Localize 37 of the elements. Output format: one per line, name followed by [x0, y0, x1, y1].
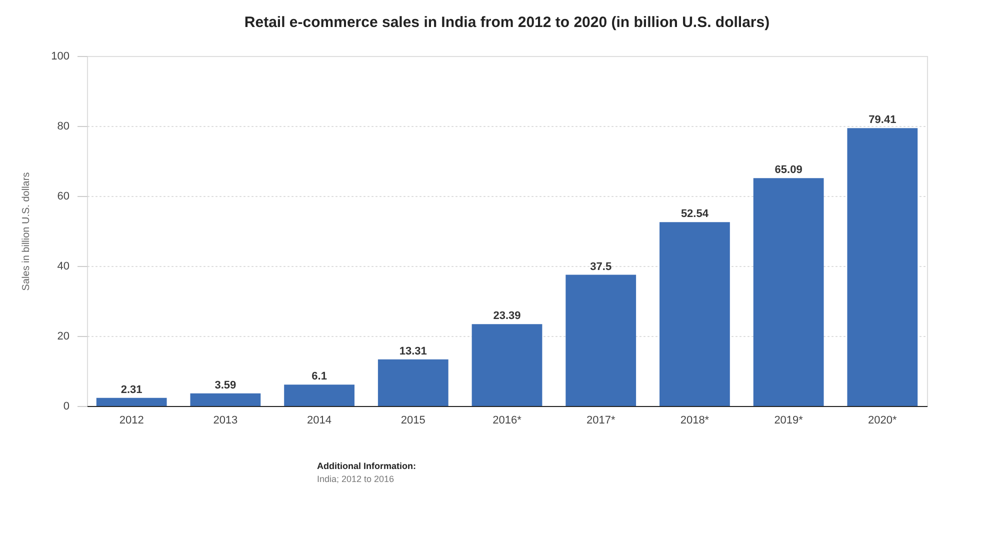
chart-title: Retail e-commerce sales in India from 2012 to 2020 (in billion U.S. dollars) — [244, 14, 770, 31]
x-tick-label: 2019* — [774, 414, 804, 426]
data-label: 6.1 — [312, 370, 327, 383]
x-tick-label: 2015 — [400, 414, 426, 426]
x-tick-label: 2016* — [492, 414, 522, 426]
data-label: 52.54 — [680, 208, 710, 220]
text: India; 2012 to 2016 — [317, 474, 394, 484]
data-label: 2.31 — [120, 384, 142, 396]
bar — [472, 324, 542, 406]
x-tick-label: 2013 — [213, 414, 238, 426]
bar — [378, 359, 448, 406]
y-tick-label: 80 — [57, 120, 70, 132]
x-tick-label: 2012 — [119, 414, 144, 426]
x-tick-label: 2017* — [586, 414, 616, 426]
bar — [190, 393, 261, 406]
bar — [753, 178, 824, 406]
bar — [566, 274, 636, 406]
data-label: 3.59 — [214, 379, 236, 392]
y-tick-label: 20 — [57, 330, 70, 342]
x-tick-label: 2014 — [307, 414, 332, 426]
text: Additional Information: — [317, 461, 416, 471]
y-tick-label: 100 — [51, 50, 70, 62]
y-tick-label: 60 — [57, 190, 70, 202]
data-label: 37.5 — [590, 260, 612, 273]
data-label: 13.31 — [399, 345, 427, 358]
bar — [284, 384, 354, 406]
data-label: 23.39 — [493, 310, 521, 322]
y-tick-label: 0 — [63, 400, 70, 412]
data-label: 65.09 — [774, 164, 802, 176]
data-label: 79.41 — [868, 114, 896, 126]
y-tick-label: 40 — [57, 260, 70, 272]
bar — [847, 128, 918, 406]
x-tick-label: 2018* — [680, 414, 710, 426]
y-axis-title: Sales in billion U.S. dollars — [21, 172, 32, 291]
bar — [660, 222, 730, 406]
x-tick-label: 2020* — [868, 414, 898, 426]
bar — [96, 398, 167, 406]
